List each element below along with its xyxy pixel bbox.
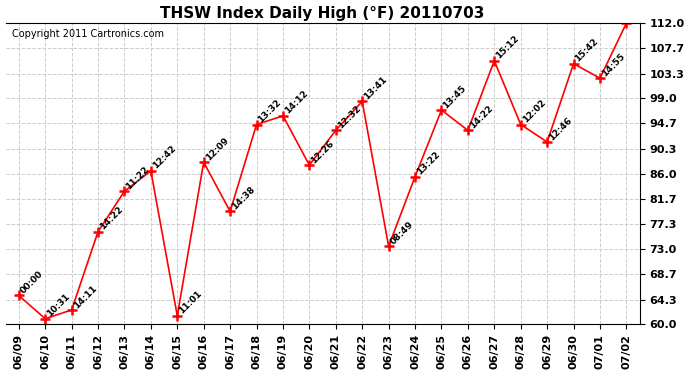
Text: 12:32: 12:32: [336, 104, 362, 130]
Text: 12:09: 12:09: [204, 136, 230, 162]
Text: 11:01: 11:01: [177, 289, 204, 316]
Text: 14:22: 14:22: [468, 104, 495, 130]
Text: 12:46: 12:46: [547, 115, 574, 142]
Text: 14:38: 14:38: [230, 185, 257, 211]
Text: 12:42: 12:42: [151, 144, 177, 171]
Text: 14:22: 14:22: [98, 205, 125, 232]
Text: 14:11: 14:11: [72, 283, 98, 310]
Text: 08:49: 08:49: [388, 219, 415, 246]
Text: 12:26: 12:26: [309, 138, 336, 165]
Text: 14:12: 14:12: [283, 89, 310, 116]
Text: 13:41: 13:41: [362, 75, 389, 101]
Text: 11:22: 11:22: [124, 165, 151, 191]
Text: 13:32: 13:32: [257, 98, 283, 124]
Text: 12:02: 12:02: [521, 98, 547, 124]
Text: 15:12: 15:12: [494, 34, 521, 61]
Text: Copyright 2011 Cartronics.com: Copyright 2011 Cartronics.com: [12, 29, 164, 39]
Text: 14:55: 14:55: [600, 51, 627, 78]
Text: 15:42: 15:42: [573, 37, 600, 64]
Text: 00:00: 00:00: [19, 269, 45, 296]
Text: 13:22: 13:22: [415, 150, 442, 177]
Text: 13:45: 13:45: [442, 83, 468, 110]
Text: 10:31: 10:31: [45, 292, 72, 319]
Title: THSW Index Daily High (°F) 20110703: THSW Index Daily High (°F) 20110703: [160, 6, 485, 21]
